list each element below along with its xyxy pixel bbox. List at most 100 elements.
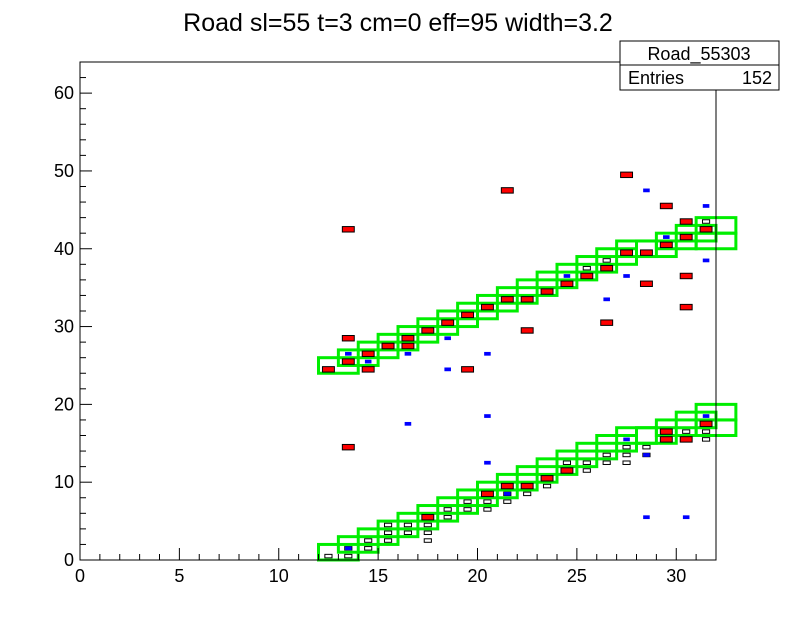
x-tick-label: 30 bbox=[666, 566, 686, 586]
hit-black bbox=[383, 530, 393, 536]
hit-blue bbox=[484, 414, 491, 418]
hit-black bbox=[642, 444, 651, 450]
y-tick-label: 0 bbox=[64, 550, 74, 570]
hit-red bbox=[341, 335, 355, 342]
hit-black bbox=[344, 553, 353, 559]
hit-red bbox=[679, 218, 693, 225]
hit-black bbox=[622, 460, 631, 465]
hit-black bbox=[443, 514, 452, 520]
x-tick-label: 5 bbox=[174, 566, 184, 586]
hit-red bbox=[341, 226, 355, 233]
hit-black bbox=[622, 444, 631, 450]
hit-red bbox=[560, 467, 574, 474]
hit-black bbox=[523, 491, 532, 497]
hit-red bbox=[500, 296, 514, 303]
hit-blue bbox=[484, 460, 491, 465]
hit-blue bbox=[404, 351, 412, 356]
hit-red bbox=[441, 319, 455, 326]
hit-blue bbox=[702, 204, 710, 208]
hit-blue bbox=[404, 421, 412, 426]
hit-red bbox=[381, 342, 395, 350]
y-tick-label: 30 bbox=[54, 317, 74, 337]
hit-red bbox=[639, 249, 653, 256]
x-tick-label: 25 bbox=[567, 566, 587, 586]
y-tick-label: 40 bbox=[54, 239, 74, 259]
stats-entries-value: 152 bbox=[742, 68, 772, 88]
hit-blue bbox=[643, 453, 650, 457]
y-tick-label: 10 bbox=[54, 472, 74, 492]
hit-red bbox=[500, 187, 514, 194]
hit-blue bbox=[702, 414, 710, 418]
hit-black bbox=[383, 522, 393, 528]
hit-red bbox=[461, 366, 475, 373]
hit-blue bbox=[643, 515, 650, 520]
hit-red bbox=[560, 280, 574, 287]
chart-title: Road sl=55 t=3 cm=0 eff=95 width=3.2 bbox=[183, 9, 613, 37]
hit-red bbox=[361, 366, 375, 373]
hit-blue bbox=[444, 336, 451, 341]
hit-blue bbox=[663, 235, 670, 239]
hit-black bbox=[582, 468, 591, 473]
y-tick-label: 50 bbox=[54, 161, 74, 181]
hit-black bbox=[701, 219, 711, 224]
hit-black bbox=[423, 522, 432, 528]
hit-black bbox=[701, 437, 711, 442]
hit-blue bbox=[484, 351, 491, 356]
hit-red bbox=[659, 436, 673, 443]
hit-blue bbox=[444, 367, 451, 372]
hit-black bbox=[602, 258, 611, 263]
hit-red bbox=[461, 311, 475, 319]
x-tick-label: 15 bbox=[368, 566, 388, 586]
hit-black bbox=[463, 507, 472, 512]
hit-red bbox=[401, 335, 415, 342]
hit-red bbox=[659, 202, 673, 210]
x-tick-label: 20 bbox=[467, 566, 487, 586]
hit-black bbox=[582, 460, 591, 465]
stats-entries-label: Entries bbox=[628, 68, 684, 88]
x-tick-label: 0 bbox=[75, 566, 85, 586]
hit-blue bbox=[682, 515, 690, 520]
hit-red bbox=[321, 366, 335, 373]
hit-red bbox=[679, 436, 693, 443]
hit-black bbox=[324, 553, 333, 559]
hit-black bbox=[403, 530, 413, 536]
hit-blue bbox=[563, 274, 571, 278]
hit-red bbox=[421, 327, 435, 334]
hit-blue bbox=[345, 351, 352, 356]
hit-red bbox=[341, 358, 355, 365]
hit-red bbox=[520, 296, 534, 303]
hit-blue bbox=[364, 359, 372, 364]
hit-blue bbox=[603, 297, 610, 302]
hit-black bbox=[364, 538, 373, 543]
hit-red bbox=[480, 490, 494, 498]
hit-red bbox=[361, 350, 375, 358]
y-tick-label: 60 bbox=[54, 83, 74, 103]
hit-red bbox=[699, 226, 713, 233]
y-tick-label: 20 bbox=[54, 394, 74, 414]
hit-black bbox=[423, 530, 432, 536]
hit-blue bbox=[623, 437, 630, 442]
stats-box: Road_55303 Entries 152 bbox=[619, 40, 780, 91]
hit-red bbox=[679, 303, 693, 311]
hit-black bbox=[483, 499, 492, 504]
hit-blue bbox=[623, 274, 630, 278]
hit-blue bbox=[702, 258, 710, 263]
hit-red bbox=[620, 171, 634, 179]
hit-blue bbox=[504, 491, 511, 496]
hit-red bbox=[600, 319, 614, 326]
hit-black bbox=[423, 538, 432, 543]
hit-red bbox=[480, 303, 494, 311]
hit-black bbox=[622, 452, 631, 458]
hit-red bbox=[620, 249, 634, 256]
hit-red bbox=[540, 288, 554, 295]
x-tick-label: 10 bbox=[269, 566, 289, 586]
hit-red bbox=[540, 475, 554, 482]
hit-red bbox=[659, 428, 673, 435]
hit-blue bbox=[643, 188, 650, 193]
hit-black bbox=[562, 460, 572, 465]
hit-black bbox=[682, 429, 691, 434]
hit-red bbox=[421, 513, 435, 521]
axes: 0 5 10 15 20 25 30 0 10 20 30 40 50 60 bbox=[54, 61, 717, 586]
hit-black bbox=[443, 507, 452, 512]
